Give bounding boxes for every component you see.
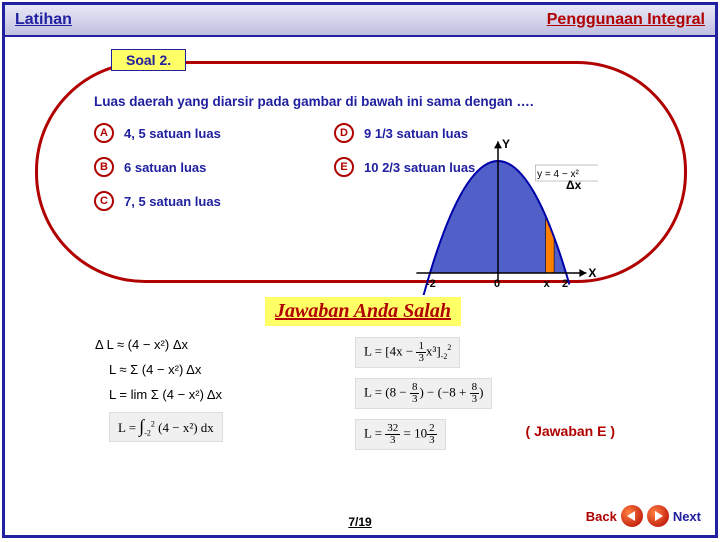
- option-letter: D: [334, 123, 354, 143]
- feedback-banner: Jawaban Anda Salah: [265, 297, 461, 326]
- option-letter: C: [94, 191, 114, 211]
- work-right-col: L = [4x − 13x³]-22 L = (8 − 83) − (−8 + …: [355, 337, 492, 460]
- slide-frame: Latihan Penggunaan Integral Soal 2. Luas…: [2, 2, 718, 538]
- option-b[interactable]: B 6 satuan luas: [94, 157, 284, 177]
- option-a[interactable]: A 4, 5 satuan luas: [94, 123, 284, 143]
- svg-text:Y: Y: [502, 137, 510, 151]
- back-label: Back: [586, 509, 617, 524]
- svg-text:2: 2: [562, 278, 568, 290]
- next-button[interactable]: [647, 505, 669, 527]
- option-label: 6 satuan luas: [124, 160, 206, 175]
- svg-text:-2: -2: [426, 278, 436, 290]
- header-bar: Latihan Penggunaan Integral: [5, 5, 715, 37]
- option-label: 7, 5 satuan luas: [124, 194, 221, 209]
- parabola-chart: -202YXy = 4 − x²Δxx: [408, 127, 598, 295]
- question-bubble: Luas daerah yang diarsir pada gambar di …: [35, 61, 687, 283]
- header-right: Penggunaan Integral: [547, 11, 705, 29]
- header-left: Latihan: [15, 11, 72, 29]
- answer-note: ( Jawaban E ): [526, 423, 615, 439]
- page-number: 7/19: [348, 515, 371, 529]
- chart-svg: -202YXy = 4 − x²Δxx: [408, 127, 598, 295]
- options-area: A 4, 5 satuan luas B 6 satuan luas C 7, 5 s…: [94, 123, 636, 225]
- option-c[interactable]: C 7, 5 satuan luas: [94, 191, 284, 211]
- option-label: 4, 5 satuan luas: [124, 126, 221, 141]
- svg-text:Δx: Δx: [566, 178, 582, 192]
- nav-bar: Back Next: [586, 505, 701, 527]
- option-letter: E: [334, 157, 354, 177]
- svg-text:X: X: [588, 266, 596, 280]
- back-button[interactable]: [621, 505, 643, 527]
- next-label: Next: [673, 509, 701, 524]
- soal-tab: Soal 2.: [111, 49, 186, 71]
- option-letter: B: [94, 157, 114, 177]
- question-text: Luas daerah yang diarsir pada gambar di …: [94, 94, 636, 109]
- option-letter: A: [94, 123, 114, 143]
- svg-text:0: 0: [494, 278, 500, 290]
- svg-text:x: x: [544, 278, 551, 290]
